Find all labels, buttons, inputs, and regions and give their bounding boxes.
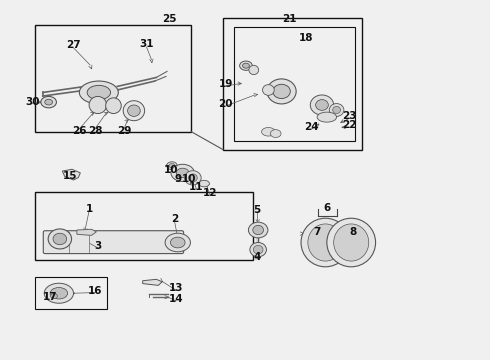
Polygon shape <box>62 169 80 180</box>
Text: 29: 29 <box>117 126 131 136</box>
Text: 14: 14 <box>169 294 183 304</box>
Polygon shape <box>143 279 162 285</box>
Text: 19: 19 <box>219 79 233 89</box>
Bar <box>234 27 355 141</box>
Ellipse shape <box>253 225 264 235</box>
Text: 4: 4 <box>253 252 261 262</box>
Ellipse shape <box>250 243 267 257</box>
Ellipse shape <box>263 85 274 95</box>
Text: 3: 3 <box>94 241 101 251</box>
Text: 27: 27 <box>66 40 81 50</box>
Circle shape <box>167 162 177 170</box>
Bar <box>223 18 363 150</box>
Text: 11: 11 <box>189 182 203 192</box>
Text: 17: 17 <box>43 292 57 302</box>
Text: 30: 30 <box>25 97 39 107</box>
Polygon shape <box>77 229 97 235</box>
Ellipse shape <box>189 174 197 182</box>
Ellipse shape <box>79 81 118 104</box>
Ellipse shape <box>48 229 72 249</box>
Text: 1: 1 <box>85 204 93 214</box>
Text: 7: 7 <box>314 227 321 237</box>
Text: 25: 25 <box>162 14 177 24</box>
Circle shape <box>243 63 249 68</box>
Text: 20: 20 <box>218 99 233 109</box>
Bar <box>34 192 253 260</box>
Ellipse shape <box>262 127 275 136</box>
Ellipse shape <box>301 218 350 267</box>
Ellipse shape <box>253 246 263 254</box>
Text: 5: 5 <box>253 204 261 215</box>
Ellipse shape <box>44 283 74 303</box>
Text: 9: 9 <box>174 174 181 184</box>
Ellipse shape <box>87 85 111 100</box>
Text: 22: 22 <box>343 120 357 130</box>
Text: 12: 12 <box>203 188 217 198</box>
Ellipse shape <box>171 237 185 248</box>
Text: 18: 18 <box>298 33 313 43</box>
Text: 6: 6 <box>323 203 330 212</box>
Ellipse shape <box>308 224 343 261</box>
Text: 16: 16 <box>88 286 103 296</box>
Ellipse shape <box>317 112 337 122</box>
Circle shape <box>169 163 175 168</box>
Text: 10: 10 <box>164 165 178 175</box>
Ellipse shape <box>199 180 209 187</box>
Ellipse shape <box>329 104 344 116</box>
Text: 31: 31 <box>139 39 154 49</box>
Bar <box>34 25 192 132</box>
Ellipse shape <box>249 65 259 75</box>
Circle shape <box>240 61 252 70</box>
Bar <box>34 277 107 309</box>
Text: 8: 8 <box>349 227 357 237</box>
Text: 26: 26 <box>72 126 87 136</box>
Ellipse shape <box>171 164 195 181</box>
Text: 15: 15 <box>62 171 77 181</box>
Circle shape <box>41 96 56 108</box>
Text: 24: 24 <box>304 122 319 132</box>
Ellipse shape <box>89 96 107 113</box>
Ellipse shape <box>333 107 341 113</box>
Text: 23: 23 <box>343 111 357 121</box>
Ellipse shape <box>185 171 201 185</box>
Ellipse shape <box>106 98 121 113</box>
Ellipse shape <box>248 222 268 238</box>
Text: 21: 21 <box>283 14 297 24</box>
Circle shape <box>45 99 52 105</box>
Ellipse shape <box>310 95 334 115</box>
Ellipse shape <box>127 105 140 116</box>
Ellipse shape <box>316 100 328 111</box>
Ellipse shape <box>50 288 68 299</box>
Ellipse shape <box>267 79 296 104</box>
Ellipse shape <box>176 168 189 177</box>
Ellipse shape <box>327 218 375 267</box>
Text: 28: 28 <box>88 126 102 136</box>
Ellipse shape <box>334 224 369 261</box>
Text: 10: 10 <box>182 174 196 184</box>
Ellipse shape <box>123 101 145 121</box>
Ellipse shape <box>53 233 67 245</box>
Text: 13: 13 <box>169 283 183 293</box>
Ellipse shape <box>165 233 191 252</box>
Ellipse shape <box>270 130 281 138</box>
Ellipse shape <box>273 84 290 99</box>
Circle shape <box>50 294 57 298</box>
FancyBboxPatch shape <box>43 231 184 253</box>
Text: 2: 2 <box>171 213 178 224</box>
